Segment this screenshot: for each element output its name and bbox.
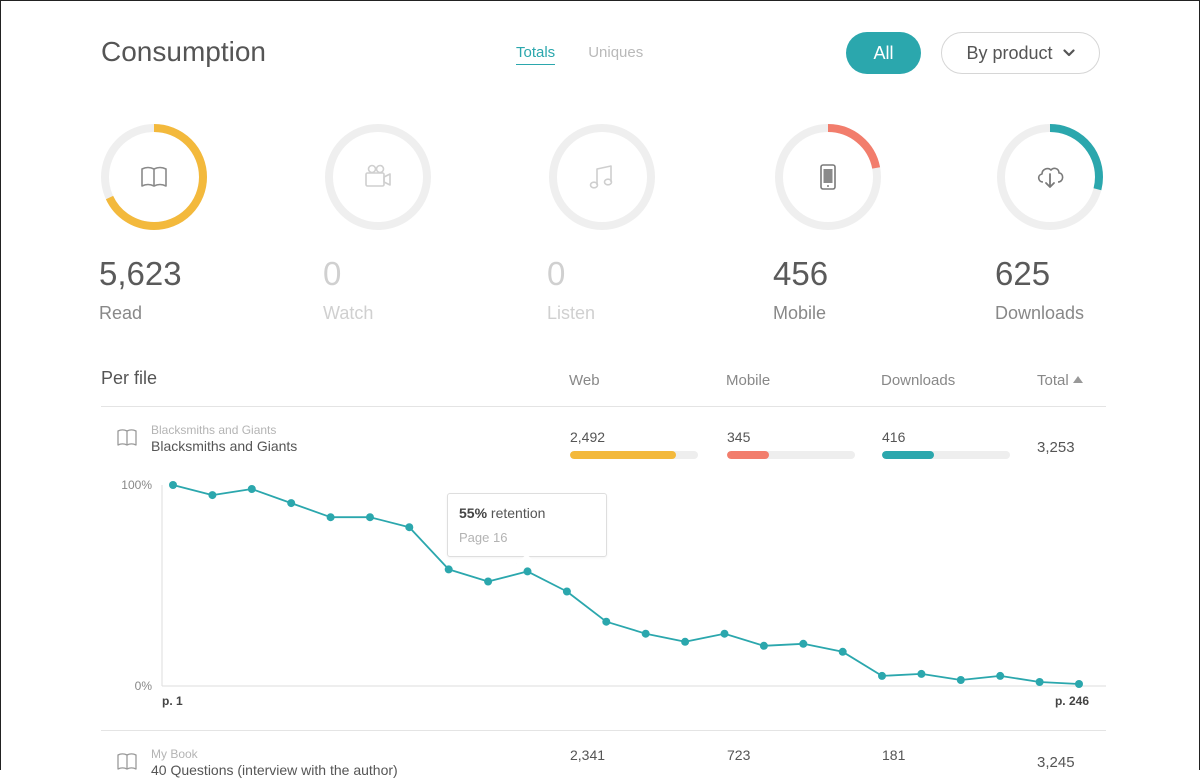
book-icon	[116, 428, 138, 448]
retention-point	[720, 629, 729, 638]
mobile-label: Mobile	[773, 303, 827, 323]
web-count: 2,341	[570, 747, 606, 763]
column-header-web[interactable]: Web	[569, 372, 600, 389]
retention-point	[917, 669, 926, 678]
retention-point	[562, 587, 571, 596]
header-divider	[101, 406, 1106, 407]
downloads-label: Downloads	[995, 303, 1085, 323]
retention-chart[interactable]: 100% 0% p. 1 p. 246	[100, 470, 1110, 720]
by-product-label: By product	[966, 42, 1053, 63]
book-icon	[116, 752, 138, 772]
listen-value: 0	[547, 255, 566, 292]
metric-tabs: Totals Uniques	[516, 44, 643, 65]
retention-point	[641, 629, 650, 638]
retention-point	[759, 641, 768, 650]
retention-point	[169, 481, 177, 489]
video-camera-icon	[361, 160, 395, 194]
listen-progress-ring	[547, 122, 657, 232]
y-tick-label: 0%	[135, 679, 153, 693]
mobile-bar-fill	[727, 451, 770, 459]
by-product-dropdown[interactable]: By product	[941, 32, 1100, 74]
column-header-mobile[interactable]: Mobile	[726, 372, 771, 389]
retention-point	[799, 639, 808, 648]
file-subtitle: Blacksmiths and Giants	[151, 423, 277, 437]
downloads-count: 416	[882, 429, 906, 445]
retention-point	[681, 637, 690, 646]
retention-point	[1075, 680, 1083, 688]
total-header-label: Total	[1037, 372, 1069, 389]
music-note-icon	[585, 160, 619, 194]
mobile-count: 723	[727, 747, 751, 763]
retention-point	[484, 577, 493, 586]
watch-progress-ring	[323, 122, 433, 232]
retention-point	[956, 676, 965, 684]
mobile-bar	[727, 451, 855, 459]
downloads-bar-fill	[882, 451, 935, 459]
read-label: Read	[99, 303, 143, 323]
sort-ascending-icon	[1072, 375, 1083, 383]
retention-point	[878, 671, 886, 680]
column-header-downloads[interactable]: Downloads	[881, 372, 956, 389]
downloads-progress-ring	[995, 122, 1105, 232]
tab-uniques[interactable]: Uniques	[588, 44, 644, 61]
cloud-download-icon	[1033, 160, 1067, 194]
retention-point	[405, 523, 414, 532]
tooltip-label: retention	[490, 505, 546, 521]
page-title: Consumption	[101, 36, 266, 67]
per-file-heading: Per file	[101, 368, 158, 388]
retention-point	[1035, 678, 1044, 686]
retention-point	[366, 513, 374, 522]
mobile-value: 456	[773, 255, 829, 292]
y-tick-label: 100%	[121, 478, 152, 492]
total-count: 3,253	[1037, 439, 1075, 456]
web-bar	[570, 451, 698, 459]
downloads-value: 625	[995, 255, 1051, 292]
retention-point	[247, 485, 256, 493]
watch-label: Watch	[323, 303, 374, 323]
tooltip-retention: 55% retention	[459, 505, 545, 521]
column-header-total[interactable]: Total	[1037, 372, 1083, 389]
downloads-bar	[882, 451, 1010, 459]
x-tick-label: p. 1	[162, 694, 183, 708]
downloads-count: 181	[882, 747, 906, 763]
mobile-phone-icon	[811, 160, 845, 194]
tooltip-percent: 55%	[459, 505, 488, 521]
retention-chart-svg: 100% 0% p. 1 p. 246	[121, 478, 1106, 708]
web-bar-fill	[570, 451, 677, 459]
retention-point	[838, 647, 847, 656]
book-icon	[137, 160, 171, 194]
total-count: 3,245	[1037, 754, 1075, 771]
file-title[interactable]: 40 Questions (interview with the author)	[151, 762, 398, 778]
retention-line	[172, 484, 1080, 685]
retention-point	[208, 491, 217, 500]
file-title[interactable]: Blacksmiths and Giants	[151, 438, 298, 454]
listen-label: Listen	[547, 303, 596, 323]
retention-point	[602, 617, 611, 626]
mobile-progress-ring	[773, 122, 883, 232]
mobile-count: 345	[727, 429, 751, 445]
retention-point	[444, 565, 453, 574]
read-value: 5,623	[99, 255, 182, 292]
read-progress-ring	[99, 122, 209, 232]
chevron-down-icon	[1062, 49, 1075, 57]
retention-point	[287, 499, 296, 508]
tooltip-page: Page 16	[459, 530, 508, 545]
retention-tooltip: 55% retention Page 16	[447, 493, 607, 564]
retention-point	[326, 513, 335, 522]
retention-point	[996, 671, 1005, 680]
row-divider	[101, 730, 1106, 731]
web-count: 2,492	[570, 429, 606, 445]
tab-totals[interactable]: Totals	[516, 44, 556, 65]
watch-value: 0	[323, 255, 342, 292]
all-button[interactable]: All	[846, 32, 921, 74]
file-subtitle: My Book	[151, 747, 198, 761]
retention-point	[523, 567, 532, 576]
x-tick-label: p. 246	[1055, 694, 1089, 708]
